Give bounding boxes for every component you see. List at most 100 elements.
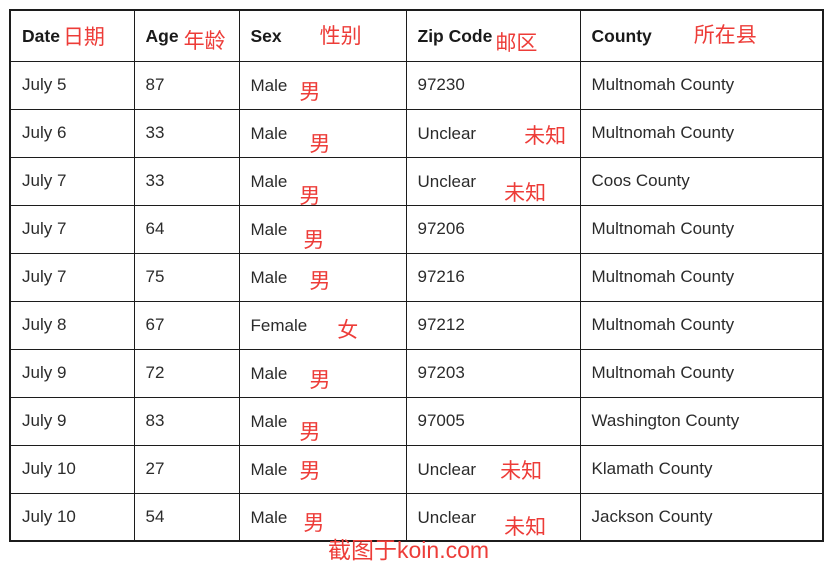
col-header-date-en: Date — [22, 25, 60, 46]
col-header-sex-zh-annotation: 性别 — [319, 24, 362, 48]
table-row: July 10 54 Male 男 Unclear 未知 Jackson Count… — [9, 492, 824, 542]
cell-date: July 5 — [9, 60, 135, 110]
cell-zip: 97005 — [405, 396, 581, 446]
table-row: July 9 72 Male 男 97203 Multnomah County — [9, 348, 824, 398]
cell-zip: Unclear 未知 — [405, 492, 581, 542]
cell-zip: Unclear 未知 — [405, 444, 581, 494]
watermark: 截图于koin.com — [328, 537, 490, 563]
cell-sex: Male 男 — [238, 156, 407, 208]
col-header-county-zh-annotation: 所在县 — [693, 23, 757, 47]
cell-county: Multnomah County — [579, 108, 824, 158]
cell-county: Multnomah County — [579, 204, 824, 254]
sex-value: Male — [250, 363, 288, 383]
cell-age: 54 — [133, 492, 240, 542]
sex-zh-annotation: 男 — [309, 269, 331, 293]
col-header-zip-zh-annotation: 邮区 — [495, 31, 538, 55]
cell-age: 72 — [133, 348, 240, 398]
cell-zip: 97230 — [405, 60, 581, 110]
table-row: July 10 27 Male 男 Unclear 未知 Klamath Count… — [9, 444, 824, 494]
cell-sex: Male 男 — [238, 492, 407, 542]
col-header-age: Age 年龄 — [133, 9, 240, 62]
zip-value: 97230 — [417, 74, 465, 94]
cell-age: 33 — [133, 108, 240, 158]
col-header-age-zh-annotation: 年龄 — [183, 29, 226, 53]
cell-sex: Male 男 — [238, 252, 407, 302]
sex-value: Male — [250, 75, 288, 95]
cell-sex: Male 男 — [238, 204, 407, 254]
zip-zh-annotation: 未知 — [500, 459, 543, 483]
col-header-date-zh-annotation: 日期 — [62, 25, 105, 49]
cell-zip: 97212 — [405, 300, 581, 350]
cell-age: 87 — [133, 60, 240, 110]
cell-date: July 7 — [9, 252, 135, 302]
cell-date: July 6 — [9, 108, 135, 158]
zip-value: Unclear — [417, 171, 477, 191]
sex-zh-annotation: 男 — [309, 132, 331, 156]
cell-zip: 97206 — [405, 204, 581, 254]
header-row: Date 日期 Age 年龄 Sex 性别 Zip Code 邮区 County 所在县 — [9, 9, 824, 62]
zip-value: 97212 — [417, 314, 465, 334]
sex-value: Male — [250, 507, 288, 527]
cell-zip: 97203 — [405, 348, 581, 398]
cell-age: 83 — [133, 396, 240, 446]
sex-value: Female — [250, 315, 308, 335]
cell-zip: Unclear 未知 — [405, 108, 581, 158]
cell-date: July 10 — [9, 492, 135, 542]
cell-county: Coos County — [579, 156, 824, 206]
cell-sex: Male 男 — [238, 396, 407, 446]
sex-value: Male — [250, 123, 288, 143]
col-header-sex: Sex 性别 — [238, 9, 407, 62]
zip-zh-annotation: 未知 — [524, 124, 567, 148]
cell-sex: Male 男 — [238, 444, 407, 494]
sex-zh-annotation: 男 — [309, 368, 331, 392]
zip-value: 97216 — [417, 266, 465, 286]
cell-age: 67 — [133, 300, 240, 350]
sex-zh-annotation: 男 — [303, 511, 325, 535]
sex-zh-annotation: 男 — [299, 420, 321, 444]
cell-sex: Female 女 — [238, 300, 407, 350]
sex-zh-annotation: 男 — [299, 80, 321, 104]
col-header-sex-en: Sex — [250, 25, 282, 46]
sex-zh-annotation: 男 — [303, 228, 325, 252]
zip-value: Unclear — [417, 459, 477, 479]
sex-zh-annotation: 男 — [299, 184, 321, 208]
cell-county: Multnomah County — [579, 300, 824, 350]
table-row: July 7 64 Male 男 97206 Multnomah County — [9, 204, 824, 254]
zip-zh-annotation: 未知 — [504, 181, 547, 205]
table-row: July 7 33 Male 男 Unclear 未知 Coos County — [9, 156, 824, 208]
col-header-date: Date 日期 — [9, 9, 135, 62]
cell-sex: Male 男 — [238, 108, 407, 158]
cell-date: July 9 — [9, 396, 135, 446]
cell-county: Multnomah County — [579, 348, 824, 398]
sex-value: Male — [250, 171, 288, 191]
zip-value: Unclear — [417, 507, 477, 527]
table-row: July 9 83 Male 男 97005 Washington County — [9, 396, 824, 446]
zip-value: Unclear — [417, 123, 477, 143]
cell-zip: Unclear 未知 — [405, 156, 581, 206]
cell-county: Multnomah County — [579, 60, 824, 110]
sex-value: Male — [250, 267, 288, 287]
table-row: July 6 33 Male 男 Unclear 未知 Multnomah Coun… — [9, 108, 824, 158]
zip-value: 97203 — [417, 362, 465, 382]
zip-value: 97206 — [417, 218, 465, 238]
cell-county: Jackson County — [579, 492, 824, 542]
cell-date: July 7 — [9, 204, 135, 254]
col-header-zip: Zip Code 邮区 — [405, 9, 581, 62]
sex-value: Male — [250, 459, 288, 479]
sex-value: Male — [250, 219, 288, 239]
cell-date: July 7 — [9, 156, 135, 206]
col-header-county-en: County — [591, 25, 652, 46]
zip-value: 97005 — [417, 410, 465, 430]
cell-age: 33 — [133, 156, 240, 206]
col-header-age-en: Age — [145, 25, 179, 46]
zip-zh-annotation: 未知 — [504, 515, 547, 539]
cell-county: Klamath County — [579, 444, 824, 494]
cell-date: July 10 — [9, 444, 135, 494]
cell-sex: Male 男 — [238, 348, 407, 398]
cell-age: 64 — [133, 204, 240, 254]
sex-zh-annotation: 男 — [299, 459, 321, 483]
table-row: July 5 87 Male 男 97230 Multnomah County — [9, 60, 824, 110]
cell-date: July 8 — [9, 300, 135, 350]
cell-county: Washington County — [579, 396, 824, 446]
